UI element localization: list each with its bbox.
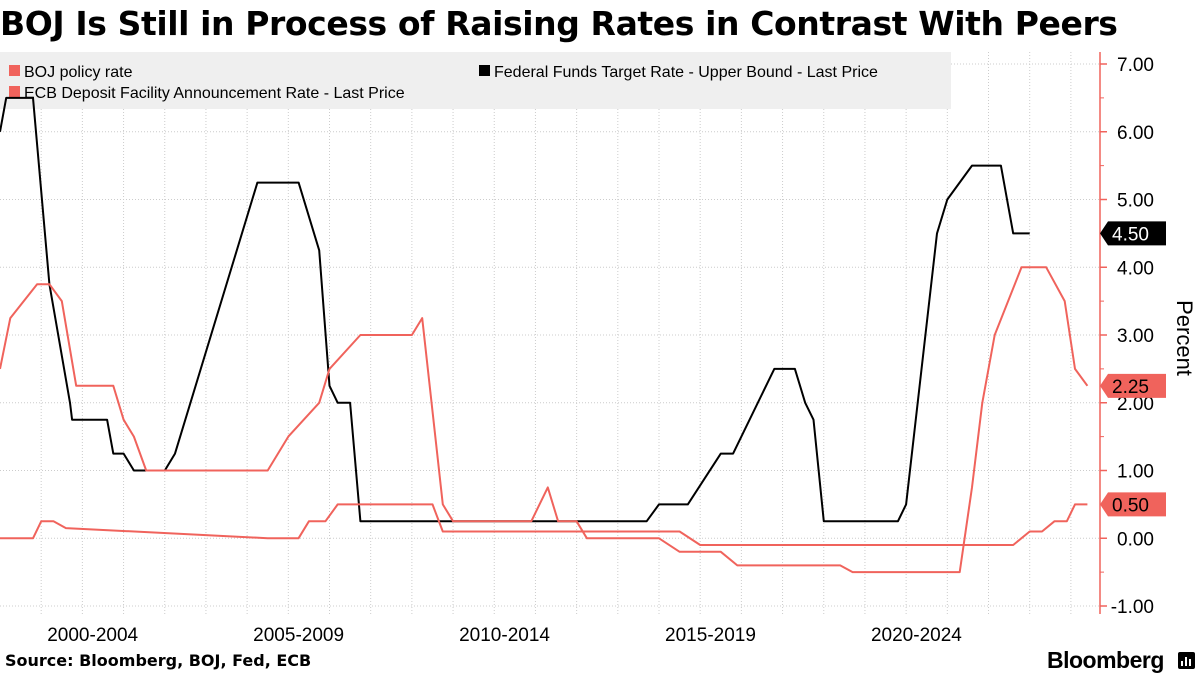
last-value-labels: 4.50 2.25 0.50 <box>1100 221 1166 517</box>
legend-swatch-boj <box>9 65 20 76</box>
y-tick-label: 0.00 <box>1117 529 1154 550</box>
legend-label-ecb: ECB Deposit Facility Announcement Rate -… <box>24 85 405 102</box>
vertical-gridlines <box>40 52 1072 614</box>
y-tick-label: -1.00 <box>1111 597 1154 618</box>
legend-label-fed: Federal Funds Target Rate - Upper Bound … <box>494 64 878 81</box>
source-note: Source: Bloomberg, BOJ, Fed, ECB <box>5 651 312 670</box>
x-axis: 2000-2004 2005-2009 2010-2014 2015-2019 2020… <box>47 625 962 646</box>
x-tick-label: 2015-2019 <box>665 625 756 646</box>
bloomberg-logo: Bloomberg <box>1047 647 1164 673</box>
last-value-text-fed: 4.50 <box>1112 224 1149 245</box>
y-tick-label: 1.00 <box>1117 462 1154 483</box>
y-tick-label: 2.00 <box>1117 394 1154 415</box>
y-axis-label: Percent <box>1172 300 1197 376</box>
x-tick-label: 2020-2024 <box>871 625 962 646</box>
y-tick-label: 7.00 <box>1117 55 1154 76</box>
last-value-tag-boj: 0.50 <box>1100 492 1166 517</box>
legend-swatch-fed <box>479 65 490 76</box>
legend-swatch-ecb <box>9 86 20 97</box>
last-value-text-ecb: 2.25 <box>1112 377 1149 398</box>
legend: BOJ policy rate Federal Funds Target Rat… <box>0 52 951 109</box>
series-lines <box>0 96 1089 574</box>
last-value-badge-ecb <box>1100 373 1166 398</box>
x-tick-label: 2010-2014 <box>459 625 550 646</box>
y-tick-label: 3.00 <box>1117 326 1154 347</box>
y-tick-label: 5.00 <box>1117 191 1154 212</box>
legend-background <box>0 52 951 109</box>
x-tick-label: 2000-2004 <box>47 625 138 646</box>
series-line-fed <box>0 96 1030 523</box>
y-axis: -1.00 0.00 1.00 2.00 3.00 4.00 5.00 6.00 7.00 <box>1099 52 1154 618</box>
last-value-text-boj: 0.50 <box>1112 495 1149 516</box>
series-line-boj <box>0 503 1088 546</box>
chart-title: BOJ Is Still in Process of Raising Rates… <box>0 4 1118 43</box>
series-line-ecb <box>0 266 1089 574</box>
last-value-tag-ecb: 2.25 <box>1100 373 1166 398</box>
y-tick-label: 4.00 <box>1117 258 1154 279</box>
legend-label-boj: BOJ policy rate <box>24 64 133 81</box>
y-tick-label: 6.00 <box>1117 123 1154 144</box>
last-value-badge-boj <box>1100 492 1166 517</box>
last-value-tag-fed: 4.50 <box>1100 221 1166 246</box>
bloomberg-chart-icon <box>1178 652 1195 669</box>
x-tick-label: 2005-2009 <box>253 625 344 646</box>
last-value-badge-fed <box>1100 221 1166 246</box>
